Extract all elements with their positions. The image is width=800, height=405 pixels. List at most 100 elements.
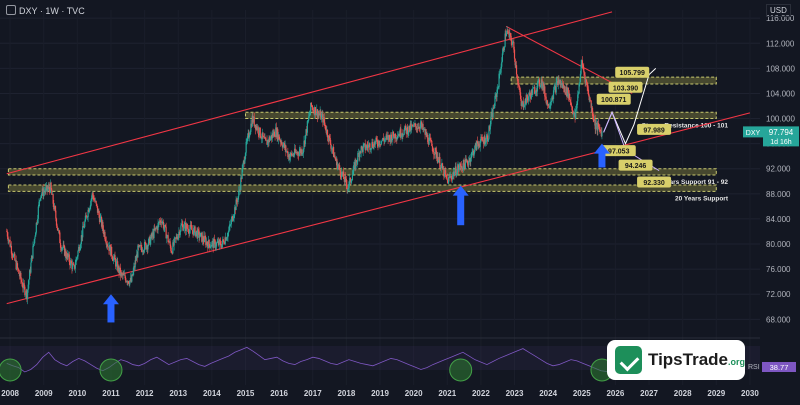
- candle-body: [335, 158, 337, 161]
- candle-body: [234, 207, 236, 211]
- candle-body: [433, 151, 435, 155]
- candle-body: [152, 232, 154, 237]
- candle-body: [560, 83, 563, 84]
- candle-body: [116, 261, 118, 262]
- candle-body: [312, 110, 315, 111]
- candle-body: [244, 152, 247, 159]
- candle-body: [562, 84, 564, 88]
- candle-body: [563, 86, 565, 89]
- candle-body: [299, 149, 301, 152]
- candle-body: [86, 215, 88, 218]
- symbol-name[interactable]: DXY: [19, 6, 38, 16]
- candle-body: [10, 245, 12, 247]
- candle-body: [556, 81, 559, 85]
- price-tag: DXY 97.794 1d 16h: [743, 126, 799, 147]
- candle-body: [308, 114, 310, 117]
- candle-body: [60, 247, 62, 251]
- candle-body: [456, 168, 458, 175]
- candle-body: [481, 137, 483, 141]
- candle-body: [28, 270, 31, 280]
- candle-body: [188, 231, 190, 234]
- candle-body: [353, 162, 356, 165]
- candle-body: [16, 263, 19, 269]
- candle-body: [526, 94, 528, 104]
- candle-body: [58, 230, 60, 233]
- candle-body: [81, 235, 83, 238]
- candle-body: [133, 266, 136, 268]
- price-tag-countdown: 1d 16h: [770, 139, 792, 146]
- candle-body: [129, 280, 131, 285]
- candle-body: [531, 90, 533, 95]
- candle-body: [502, 47, 504, 54]
- candle-body: [113, 255, 115, 258]
- candle-body: [176, 236, 178, 239]
- candle-body: [47, 186, 50, 189]
- candle-body: [419, 128, 421, 129]
- candle-body: [569, 100, 571, 102]
- x-axis[interactable]: 2008 2009 2010 2011 2012 2013 2014 2015 2016 2017…: [1, 389, 759, 398]
- candle-body: [291, 153, 293, 156]
- candle-body: [51, 194, 54, 195]
- candle-body: [268, 137, 270, 143]
- candle-body: [493, 105, 495, 109]
- candle-body: [593, 119, 596, 121]
- candle-body: [249, 131, 251, 136]
- candle-body: [256, 127, 259, 130]
- chart-header[interactable]: DXY · 1W · TVC: [6, 5, 85, 16]
- interval[interactable]: 1W: [45, 6, 59, 16]
- candle-body: [139, 245, 141, 247]
- candle-body: [513, 42, 515, 50]
- candle-body: [43, 191, 45, 193]
- candle-body: [94, 199, 96, 202]
- candle-body: [246, 136, 249, 142]
- candle-body: [76, 256, 78, 258]
- candle-body: [235, 199, 237, 211]
- candle-body: [362, 145, 364, 152]
- candle-body: [313, 110, 315, 115]
- candle-body: [569, 93, 571, 101]
- candle-body: [66, 253, 68, 259]
- candle-body: [193, 226, 195, 229]
- candle-body: [540, 85, 542, 87]
- candle-body: [250, 123, 252, 132]
- candle-body: [520, 99, 522, 106]
- candle-body: [391, 138, 393, 142]
- candle-body: [136, 254, 138, 258]
- x-tick-label: 2013: [169, 389, 187, 398]
- candle-body: [306, 129, 308, 133]
- candle-body: [543, 86, 545, 91]
- candle-body: [498, 73, 500, 88]
- candle-body: [205, 238, 207, 246]
- candle-body: [216, 242, 218, 244]
- currency-label[interactable]: USD: [766, 4, 791, 17]
- candle-body: [455, 166, 457, 176]
- candle-body: [146, 245, 148, 250]
- candle-body: [425, 131, 427, 135]
- candle-body: [504, 33, 506, 47]
- candle-body: [537, 80, 539, 84]
- x-tick-label: 2021: [438, 389, 456, 398]
- candle-body: [309, 111, 311, 115]
- candle-body: [549, 105, 551, 107]
- candle-body: [312, 107, 314, 111]
- y-tick-label: 108.000: [766, 64, 795, 73]
- candle-body: [283, 143, 285, 145]
- price-label-box: [615, 66, 650, 78]
- candle-body: [558, 79, 560, 84]
- candle-body: [107, 246, 109, 248]
- candle-body: [305, 129, 307, 135]
- candle-body: [195, 230, 197, 233]
- candle-body: [180, 225, 182, 232]
- candle-body: [174, 237, 176, 239]
- candle-body: [527, 98, 529, 101]
- candle-body: [163, 227, 165, 229]
- candle-body: [463, 159, 465, 165]
- candle-body: [566, 86, 568, 97]
- candle-body: [164, 225, 167, 227]
- candle-body: [255, 125, 257, 130]
- candle-body: [381, 140, 383, 142]
- candle-body: [242, 160, 245, 165]
- candle-body: [206, 241, 208, 245]
